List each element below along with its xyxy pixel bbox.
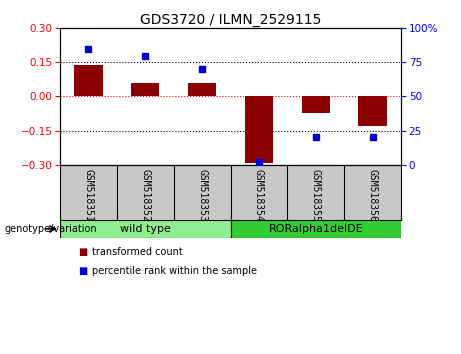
Text: percentile rank within the sample: percentile rank within the sample — [92, 267, 257, 276]
Text: wild type: wild type — [120, 224, 171, 234]
Bar — [301, 96, 330, 114]
Text: GSM518351: GSM518351 — [83, 169, 94, 222]
Bar — [131, 83, 160, 96]
Title: GDS3720 / ILMN_2529115: GDS3720 / ILMN_2529115 — [140, 13, 321, 27]
Bar — [188, 83, 216, 96]
Bar — [230, 220, 401, 238]
Text: GSM518355: GSM518355 — [311, 169, 321, 222]
Text: GSM518354: GSM518354 — [254, 169, 264, 222]
Bar — [74, 65, 102, 96]
Text: transformed count: transformed count — [92, 247, 183, 257]
Text: ■: ■ — [78, 267, 88, 276]
Text: GSM518353: GSM518353 — [197, 169, 207, 222]
Text: ■: ■ — [78, 247, 88, 257]
Text: GSM518352: GSM518352 — [140, 169, 150, 222]
Bar — [60, 220, 230, 238]
Bar — [358, 96, 387, 126]
Text: genotype/variation: genotype/variation — [5, 224, 97, 234]
Text: GSM518356: GSM518356 — [367, 169, 378, 222]
Text: RORalpha1delDE: RORalpha1delDE — [268, 224, 363, 234]
Bar — [245, 96, 273, 164]
